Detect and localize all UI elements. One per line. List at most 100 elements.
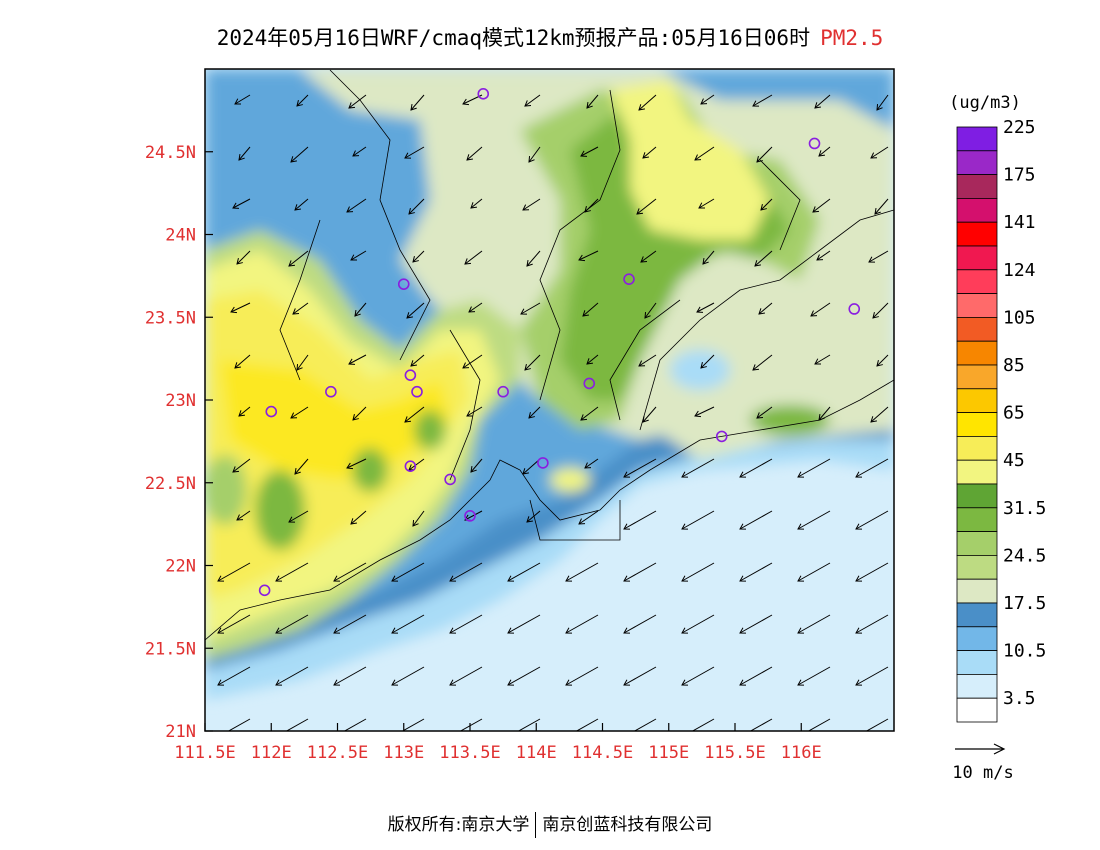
wind-arrow — [580, 146, 599, 157]
wind-arrow — [522, 458, 541, 475]
wind-arrow — [814, 94, 831, 109]
latitude-axis: 21N 21.5N 22N 22.5N 23N 23.5N 24N 24.5N — [145, 143, 213, 742]
wind-arrow — [865, 718, 889, 731]
wind-arrow — [565, 666, 599, 686]
wind-arrow — [517, 718, 541, 731]
wind-arrow — [526, 250, 541, 267]
wind-arrow — [855, 562, 889, 582]
wind-arrow — [412, 250, 425, 263]
colorbar-label: 17.5 — [1003, 593, 1046, 614]
wind-arrow — [575, 718, 599, 731]
station-marker — [258, 584, 271, 597]
wind-arrow — [288, 250, 309, 267]
wind-arrow — [333, 562, 367, 582]
wind-arrow — [638, 94, 657, 111]
wind-arrow — [623, 458, 657, 478]
lon-tick-label: 111.5E — [174, 743, 235, 763]
wind-arrow — [578, 250, 599, 262]
lon-tick-label: 115E — [648, 743, 689, 763]
wind-arrow — [406, 302, 425, 319]
colorbar-swatch — [956, 293, 998, 318]
wind-arrow — [468, 302, 483, 313]
wind-arrow — [681, 510, 715, 530]
station-marker — [404, 460, 417, 473]
lat-tick-label: 23.5N — [145, 308, 196, 328]
wind-arrow — [470, 458, 483, 473]
colorbar-swatch — [956, 507, 998, 532]
wind-arrow — [217, 614, 251, 634]
wind-legend: 10 m/s — [952, 743, 1014, 783]
station-marker — [623, 273, 635, 285]
wind-arrow — [739, 458, 773, 478]
wind-arrow — [816, 250, 831, 261]
wind-arrow — [584, 198, 599, 213]
station-marker — [583, 377, 596, 390]
wind-arrow — [644, 302, 657, 319]
wind-arrow — [227, 718, 251, 731]
wind-arrow — [582, 302, 599, 317]
station-marker — [477, 88, 490, 100]
wind-arrow — [638, 354, 657, 367]
wind-arrow — [352, 146, 367, 157]
copyright-footer: 版权所有:南京大学 南京创蓝科技有限公司 — [0, 810, 1100, 838]
wind-arrow — [633, 718, 657, 731]
wind-arrow — [404, 406, 425, 423]
wind-arrow — [232, 198, 251, 209]
lat-tick-label: 22N — [165, 557, 196, 577]
wind-arrow — [449, 562, 483, 582]
colorbar-swatch — [956, 674, 998, 699]
wind-arrow — [797, 614, 831, 634]
wind-arrow — [275, 666, 309, 686]
wind-arrow — [507, 614, 541, 634]
wind-arrow — [466, 146, 483, 161]
wind-arrow — [404, 146, 425, 159]
station-marker — [397, 278, 410, 290]
wind-arrow — [449, 614, 483, 634]
footer-left: 版权所有:南京大学 — [387, 815, 530, 835]
wind-arrow — [288, 510, 309, 523]
colorbar-swatch — [956, 245, 998, 271]
station-marker — [848, 303, 861, 315]
colorbar-label: 24.5 — [1003, 545, 1046, 566]
wind-arrow — [333, 614, 367, 634]
wind-arrow — [348, 354, 367, 365]
wind-arrow — [855, 666, 889, 686]
station-marker — [411, 385, 423, 398]
colorbar-swatch — [956, 578, 998, 604]
wind-arrow — [391, 562, 425, 582]
colorbar: 3.5 10.5 17.5 24.5 31.5 45 65 85 105 124 141 175 225 — [956, 117, 1046, 723]
colorbar-label: 225 — [1003, 117, 1036, 138]
wind-arrow — [874, 198, 889, 215]
footer-separator — [535, 812, 537, 838]
station-marker — [404, 369, 417, 381]
wind-arrow — [524, 94, 541, 107]
wind-arrow — [520, 302, 541, 315]
wind-arrow — [565, 562, 599, 582]
colorbar-swatch — [956, 412, 998, 437]
title-variable: PM2.5 — [820, 26, 884, 50]
wind-arrow — [470, 198, 483, 209]
wind-arrow — [290, 406, 309, 419]
station-marker — [265, 405, 278, 418]
wind-arrow — [294, 198, 309, 211]
wind-arrow — [623, 614, 657, 634]
lon-tick-label: 116E — [781, 743, 822, 763]
wind-arrow — [700, 354, 715, 369]
wind-arrow — [275, 614, 309, 634]
wind-arrow — [333, 666, 367, 686]
wind-arrow — [232, 458, 251, 473]
wind-arrow — [294, 458, 309, 475]
wind-arrow — [739, 666, 773, 686]
colorbar-label: 105 — [1003, 307, 1036, 328]
colorbar-swatch — [956, 126, 998, 152]
wind-arrow — [507, 562, 541, 582]
wind-arrow — [526, 510, 541, 523]
station-marker — [497, 385, 509, 398]
wind-arrow — [236, 510, 251, 521]
title-text: 2024年05月16日WRF/cmaq模式12km预报产品:05月16日06时 — [216, 26, 811, 50]
wind-arrow — [681, 666, 715, 686]
wind-arrow — [290, 146, 309, 163]
lon-tick-label: 112E — [251, 743, 292, 763]
wind-arrow — [640, 250, 657, 263]
